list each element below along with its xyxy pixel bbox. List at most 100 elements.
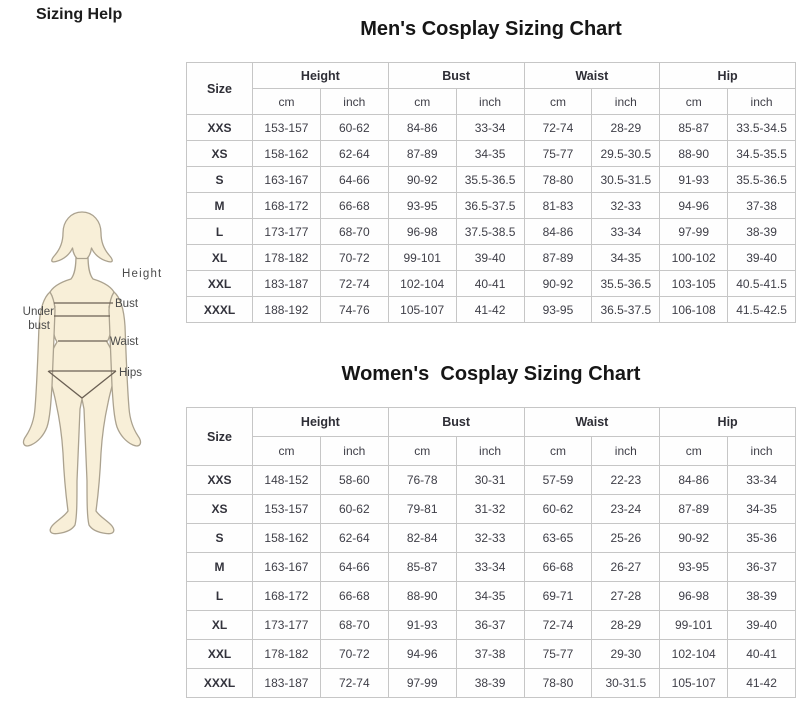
measurement-cell: 38-39 xyxy=(727,218,796,245)
measurement-cell: 33-34 xyxy=(591,218,661,245)
measurement-cell: 30-31.5 xyxy=(591,668,661,698)
height-label: Height xyxy=(122,268,162,280)
measurement-cell: 30.5-31.5 xyxy=(591,166,661,193)
measurement-cell: 41-42 xyxy=(455,296,525,323)
table-row: M 163-167 64-66 85-87 33-34 66-68 26-27 93-95 36… xyxy=(186,552,796,582)
column-header-hip: Hip xyxy=(659,407,796,437)
table-row: XXXL 183-187 72-74 97-99 38-39 78-80 30-31.5 10… xyxy=(186,668,796,698)
measurement-cell: 34-35 xyxy=(727,494,796,524)
column-header-waist: Waist xyxy=(523,407,661,437)
measurement-cell: 96-98 xyxy=(387,218,457,245)
measurement-cell: 35.5-36.5 xyxy=(727,166,796,193)
measurement-cell: 66-68 xyxy=(523,552,593,582)
measurement-cell: 178-182 xyxy=(252,244,321,271)
column-header-waist: Waist xyxy=(523,62,661,89)
unit-header-bust-cm: cm xyxy=(387,436,457,466)
unit-header-height-cm: cm xyxy=(252,436,321,466)
measurement-cell: 35.5-36.5 xyxy=(591,270,661,297)
measurement-cell: 38-39 xyxy=(455,668,525,698)
size-label: L xyxy=(186,581,253,611)
measurement-cell: 36.5-37.5 xyxy=(591,296,661,323)
measurement-cell: 40-41 xyxy=(455,270,525,297)
header-row-units: cm inch cm inch cm inch cm inch xyxy=(187,88,796,115)
measurement-cell: 39-40 xyxy=(455,244,525,271)
size-label: XXS xyxy=(186,114,253,141)
unit-header-waist-inch: inch xyxy=(591,88,661,115)
size-label: XXL xyxy=(186,270,253,297)
measurement-cell: 39-40 xyxy=(727,244,796,271)
header-row-groups: Size Height Bust Waist Hip xyxy=(186,407,796,466)
measurement-cell: 40-41 xyxy=(727,639,796,669)
table-row: XXS 148-152 58-60 76-78 30-31 57-59 22-23 84-86… xyxy=(186,465,796,495)
measurement-cell: 66-68 xyxy=(319,581,389,611)
mens-sizing-table: Size Height Bust Waist Hip cm inch cm inch cm inch… xyxy=(186,62,796,323)
measurement-cell: 31-32 xyxy=(455,494,525,524)
measurement-cell: 64-66 xyxy=(319,166,389,193)
unit-header-waist-cm: cm xyxy=(523,88,593,115)
column-header-bust: Bust xyxy=(387,407,525,437)
measurement-cell: 25-26 xyxy=(591,523,661,553)
column-header-bust: Bust xyxy=(387,62,525,89)
measurement-cell: 163-167 xyxy=(252,166,321,193)
measurement-cell: 84-86 xyxy=(659,465,729,495)
measurement-cell: 94-96 xyxy=(387,639,457,669)
head-hair-shape xyxy=(51,211,113,263)
measurement-cell: 60-62 xyxy=(319,114,389,141)
table-row: S 163-167 64-66 90-92 35.5-36.5 78-80 30.5-31.… xyxy=(186,166,796,193)
measurement-cell: 38-39 xyxy=(727,581,796,611)
measurement-cell: 23-24 xyxy=(591,494,661,524)
measurement-cell: 100-102 xyxy=(659,244,729,271)
measurement-cell: 33-34 xyxy=(727,465,796,495)
measurement-cell: 158-162 xyxy=(252,523,321,553)
unit-header-height-inch: inch xyxy=(319,436,389,466)
left-arm-shape xyxy=(22,291,56,447)
column-header-height: Height xyxy=(252,407,389,437)
measurement-cell: 41.5-42.5 xyxy=(727,296,796,323)
measurement-cell: 33-34 xyxy=(455,114,525,141)
measurement-cell: 33-34 xyxy=(455,552,525,582)
measurement-cell: 90-92 xyxy=(523,270,593,297)
measurement-cell: 69-71 xyxy=(523,581,593,611)
measurement-cell: 82-84 xyxy=(387,523,457,553)
measurement-cell: 28-29 xyxy=(591,610,661,640)
measurement-cell: 90-92 xyxy=(659,523,729,553)
measurement-cell: 68-70 xyxy=(319,218,389,245)
measurement-cell: 84-86 xyxy=(387,114,457,141)
measurement-cell: 85-87 xyxy=(387,552,457,582)
table-row: XL 173-177 68-70 91-93 36-37 72-74 28-29 99-101… xyxy=(186,610,796,640)
table-row: XXL 183-187 72-74 102-104 40-41 90-92 35.5-36.… xyxy=(186,270,796,297)
measurement-cell: 32-33 xyxy=(455,523,525,553)
size-label: M xyxy=(186,552,253,582)
measurement-cell: 88-90 xyxy=(387,581,457,611)
size-label: XL xyxy=(186,610,253,640)
measurement-cell: 91-93 xyxy=(387,610,457,640)
measurement-cell: 41-42 xyxy=(727,668,796,698)
measurement-cell: 28-29 xyxy=(591,114,661,141)
measurement-cell: 63-65 xyxy=(523,523,593,553)
measurement-cell: 39-40 xyxy=(727,610,796,640)
measurement-cell: 68-70 xyxy=(319,610,389,640)
hips-label: Hips xyxy=(119,367,142,379)
measurement-cell: 81-83 xyxy=(523,192,593,219)
measurement-cell: 85-87 xyxy=(659,114,729,141)
measurement-cell: 66-68 xyxy=(319,192,389,219)
measurement-cell: 22-23 xyxy=(591,465,661,495)
measurement-cell: 163-167 xyxy=(252,552,321,582)
header-row-groups: Size Height Bust Waist Hip xyxy=(186,62,796,115)
table-row: L 168-172 66-68 88-90 34-35 69-71 27-28 96-98 38… xyxy=(186,581,796,611)
measurement-cell: 173-177 xyxy=(252,610,321,640)
size-label: XXL xyxy=(186,639,253,669)
underbust-label-line1: Under xyxy=(23,306,54,318)
measurement-cell: 35.5-36.5 xyxy=(455,166,525,193)
size-label: L xyxy=(186,218,253,245)
measurement-cell: 60-62 xyxy=(523,494,593,524)
measurement-cell: 75-77 xyxy=(523,140,593,167)
measurement-cell: 72-74 xyxy=(523,114,593,141)
bust-label: Bust xyxy=(115,298,139,310)
measurement-cell: 72-74 xyxy=(319,668,389,698)
measurement-cell: 72-74 xyxy=(319,270,389,297)
measurement-cell: 27-28 xyxy=(591,581,661,611)
right-arm-shape xyxy=(108,291,142,447)
measurement-cell: 37-38 xyxy=(455,639,525,669)
